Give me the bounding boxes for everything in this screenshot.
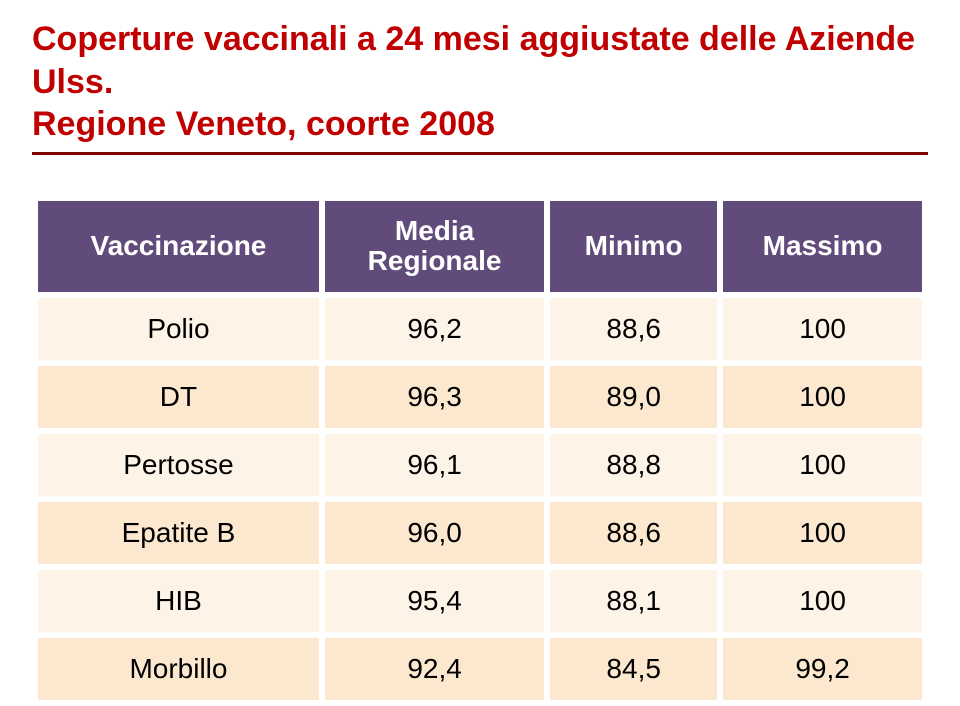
col-header-massimo: Massimo xyxy=(723,201,922,293)
cell-min: 88,8 xyxy=(550,434,717,496)
table-row: HIB95,488,1100 xyxy=(38,570,922,632)
cell-vaccine: DT xyxy=(38,366,319,428)
cell-media: 96,3 xyxy=(325,366,544,428)
cell-media: 96,1 xyxy=(325,434,544,496)
table-row: Polio96,288,6100 xyxy=(38,298,922,360)
cell-min: 88,6 xyxy=(550,298,717,360)
cell-max: 99,2 xyxy=(723,638,922,700)
table-row: Pertosse96,188,8100 xyxy=(38,434,922,496)
cell-media: 95,4 xyxy=(325,570,544,632)
slide-title-block: Coperture vaccinali a 24 mesi aggiustate… xyxy=(32,18,928,146)
cell-media: 96,2 xyxy=(325,298,544,360)
cell-max: 100 xyxy=(723,502,922,564)
table-header-row: Vaccinazione Media Regionale Minimo Mass… xyxy=(38,201,922,293)
cell-min: 88,6 xyxy=(550,502,717,564)
cell-max: 100 xyxy=(723,298,922,360)
cell-max: 100 xyxy=(723,570,922,632)
title-line-1: Coperture vaccinali a 24 mesi aggiustate… xyxy=(32,18,928,103)
cell-vaccine: Morbillo xyxy=(38,638,319,700)
col-header-media: Media Regionale xyxy=(325,201,544,293)
cell-media: 92,4 xyxy=(325,638,544,700)
cell-vaccine: Polio xyxy=(38,298,319,360)
cell-vaccine: HIB xyxy=(38,570,319,632)
cell-max: 100 xyxy=(723,434,922,496)
table-row: DT96,389,0100 xyxy=(38,366,922,428)
coverage-table: Vaccinazione Media Regionale Minimo Mass… xyxy=(32,195,928,706)
cell-vaccine: Epatite B xyxy=(38,502,319,564)
col-header-minimo: Minimo xyxy=(550,201,717,293)
cell-max: 100 xyxy=(723,366,922,428)
cell-min: 89,0 xyxy=(550,366,717,428)
cell-min: 88,1 xyxy=(550,570,717,632)
title-line-2: Regione Veneto, coorte 2008 xyxy=(32,103,928,146)
title-divider xyxy=(32,152,928,155)
table-row: Morbillo92,484,599,2 xyxy=(38,638,922,700)
table-body: Polio96,288,6100DT96,389,0100Pertosse96,… xyxy=(38,298,922,700)
col-header-vaccinazione: Vaccinazione xyxy=(38,201,319,293)
cell-media: 96,0 xyxy=(325,502,544,564)
table-row: Epatite B96,088,6100 xyxy=(38,502,922,564)
cell-min: 84,5 xyxy=(550,638,717,700)
cell-vaccine: Pertosse xyxy=(38,434,319,496)
